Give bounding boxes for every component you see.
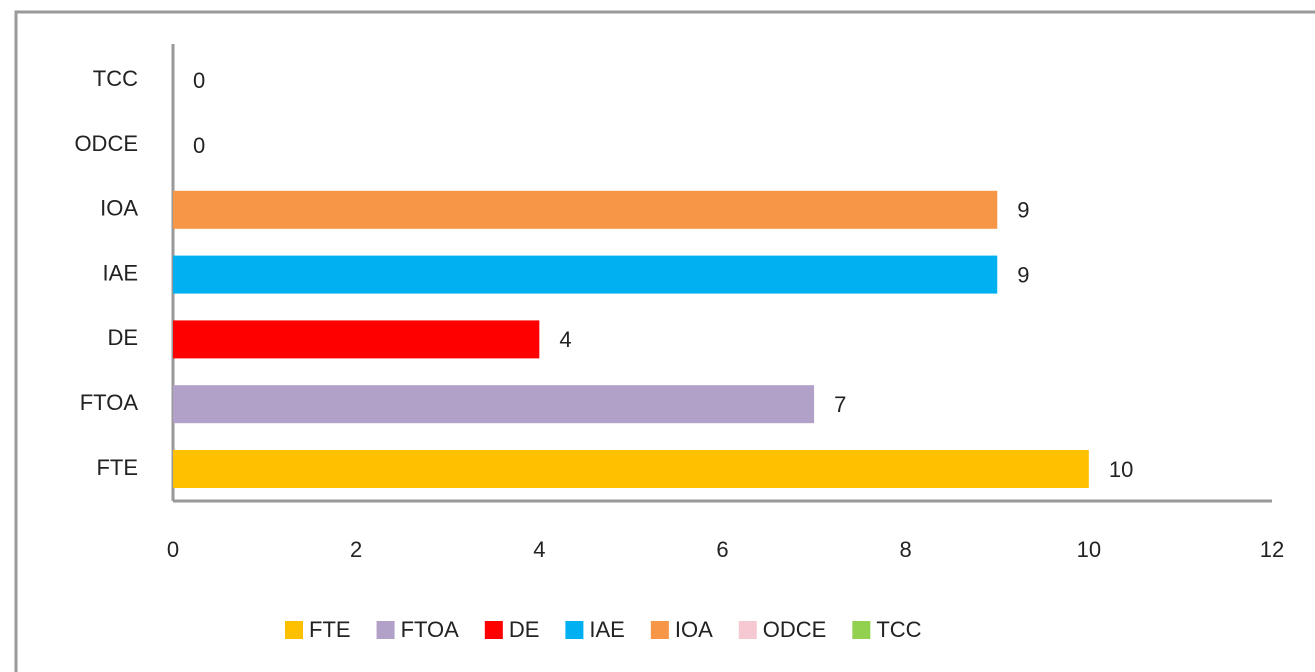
legend-swatch <box>738 621 757 639</box>
legend-swatch <box>650 621 669 639</box>
bar <box>173 450 1089 488</box>
data-label: 7 <box>834 392 846 417</box>
legend-label: DE <box>509 617 540 642</box>
y-tick-label: DE <box>107 325 138 350</box>
data-label: 0 <box>193 133 205 158</box>
y-tick-label: TCC <box>93 66 138 91</box>
legend-swatch <box>852 621 871 639</box>
x-tick-label: 6 <box>716 537 728 562</box>
data-label: 9 <box>1017 262 1029 287</box>
y-tick-label: ODCE <box>74 131 138 156</box>
legend-label: FTE <box>309 617 351 642</box>
legend-label: IOA <box>675 617 713 642</box>
y-tick-label: IAE <box>103 260 138 285</box>
data-label: 0 <box>193 68 205 93</box>
x-tick-label: 10 <box>1077 537 1101 562</box>
x-tick-label: 0 <box>167 537 179 562</box>
legend-swatch <box>376 621 395 639</box>
data-label: 10 <box>1109 457 1133 482</box>
x-tick-label: 4 <box>533 537 545 562</box>
x-tick-label: 2 <box>350 537 362 562</box>
y-tick-label: FTE <box>96 455 138 480</box>
x-tick-label: 12 <box>1260 537 1284 562</box>
legend-swatch <box>285 621 303 639</box>
legend-label: TCC <box>876 617 921 642</box>
bar <box>173 385 815 424</box>
y-tick-label: IOA <box>100 196 138 221</box>
bar <box>173 255 998 294</box>
legend-label: IAE <box>589 617 624 642</box>
bar <box>173 190 998 229</box>
data-label: 9 <box>1017 198 1029 223</box>
legend-swatch <box>565 621 584 639</box>
legend-label: ODCE <box>763 617 827 642</box>
y-tick-label: FTOA <box>80 390 139 415</box>
legend-label: FTOA <box>401 617 460 642</box>
legend-swatch <box>484 621 503 639</box>
data-label: 4 <box>559 327 571 352</box>
bar <box>173 320 540 359</box>
x-tick-label: 8 <box>900 537 912 562</box>
